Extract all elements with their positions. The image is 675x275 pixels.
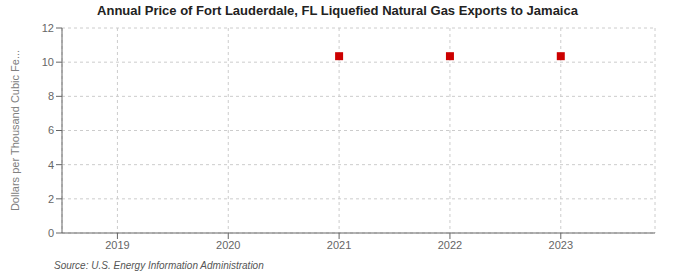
html-text:Source: U.S. Energy Informatio: Source: U.S. Energy Information Administ… (54, 260, 264, 271)
svg-text:2020: 2020 (216, 239, 240, 251)
svg-text:4: 4 (48, 159, 54, 171)
html-text:Annual Price of Fort Lauderdal: Annual Price of Fort Lauderdale, FL Liqu… (97, 3, 578, 18)
svg-text:10: 10 (42, 56, 54, 68)
svg-text:Dollars per Thousand Cubic Fe.: Dollars per Thousand Cubic Fe... (9, 50, 21, 211)
svg-text:0: 0 (48, 227, 54, 239)
svg-text:2019: 2019 (105, 239, 129, 251)
svg-text:2: 2 (48, 193, 54, 205)
svg-text:8: 8 (48, 90, 54, 102)
svg-text:2022: 2022 (438, 239, 462, 251)
svg-text:6: 6 (48, 124, 54, 136)
svg-text:2023: 2023 (549, 239, 573, 251)
svg-text:12: 12 (42, 22, 54, 34)
svg-text:2021: 2021 (327, 239, 351, 251)
